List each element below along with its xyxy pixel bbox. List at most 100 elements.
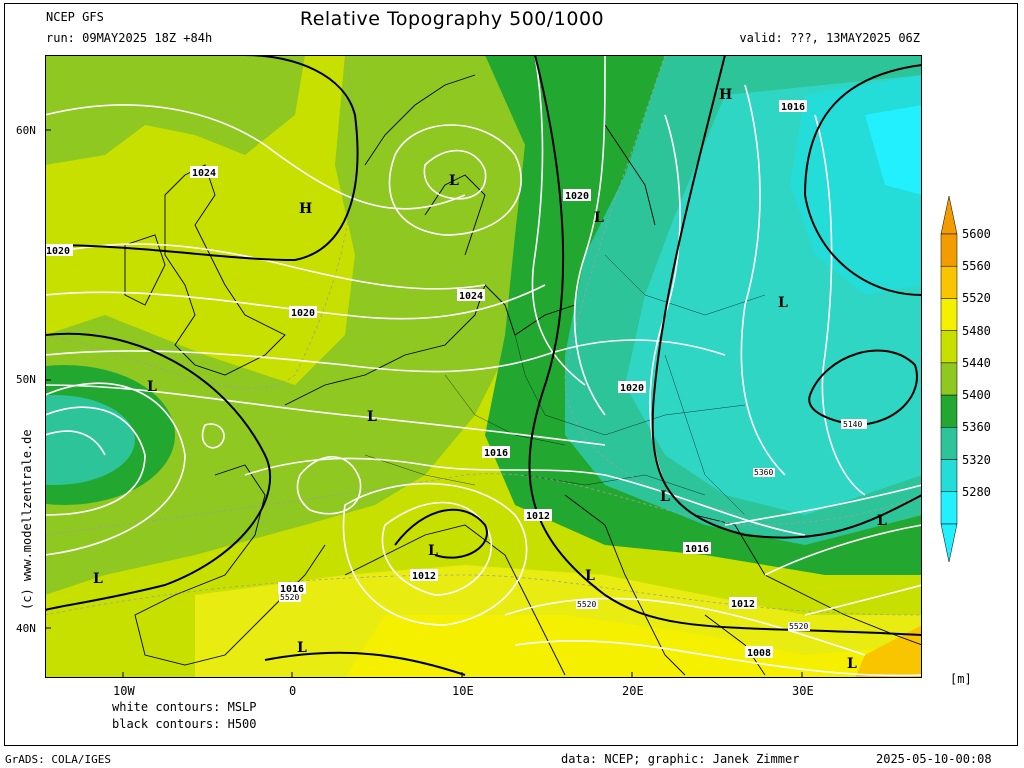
legend-swatch (940, 265, 958, 299)
pressure-label: 1020 (563, 189, 591, 202)
pressure-label: 1008 (745, 646, 773, 659)
pressure-label: 1012 (410, 569, 438, 582)
low-center: L (297, 640, 307, 656)
low-center: L (428, 543, 438, 559)
pressure-label: 1020 (618, 381, 646, 394)
legend-swatch (940, 362, 958, 396)
lon-label-30e: 30E (792, 684, 814, 698)
thickness-label: 5520 (279, 593, 301, 602)
lon-label-10w: 10W (113, 684, 135, 698)
legend-level-label: 5360 (962, 420, 991, 435)
black-contour-note: black contours: H500 (112, 717, 257, 731)
svg-text:1016: 1016 (781, 102, 805, 113)
valid-time: valid: ???, 13MAY2025 06Z (739, 31, 920, 45)
svg-text:1020: 1020 (565, 191, 589, 202)
lat-label-60n: 60N (16, 124, 36, 137)
legend-level-label: 5440 (962, 355, 991, 370)
legend-arrow-bottom (940, 523, 958, 563)
legend-level-label: 5560 (962, 259, 991, 274)
legend-swatch (940, 491, 958, 525)
svg-text:5520: 5520 (280, 593, 299, 602)
svg-text:1012: 1012 (731, 599, 755, 610)
legend-swatch (940, 233, 958, 267)
footer-grads: GrADS: COLA/IGES (5, 753, 111, 766)
pressure-label: 1012 (729, 597, 757, 610)
legend-level-label: 5480 (962, 323, 991, 338)
low-center: L (367, 409, 377, 425)
pressure-label: 1020 (289, 306, 317, 319)
low-center: L (660, 489, 670, 505)
thickness-band-5600 (855, 625, 922, 678)
legend-swatch (940, 427, 958, 460)
pressure-labels: 1024 1020 1020 1024 1020 1020 1016 1012 … (45, 100, 807, 659)
svg-text:1016: 1016 (280, 584, 304, 595)
weather-map: 1024 1020 1020 1024 1020 1020 1016 1012 … (45, 55, 922, 678)
low-center: L (877, 513, 887, 529)
white-contour-note: white contours: MSLP (112, 700, 257, 714)
pressure-label: 1012 (524, 509, 552, 522)
thickness-labels: 5140 5360 5520 5520 5520 (279, 419, 867, 631)
map-title: Relative Topography 500/1000 (299, 8, 605, 30)
thickness-band-5280 (865, 105, 922, 195)
model-name: NCEP GFS (46, 10, 104, 24)
legend-level-label: 5520 (962, 291, 991, 306)
low-center: L (594, 210, 604, 226)
svg-text:5520: 5520 (789, 622, 808, 631)
legend-swatch (940, 394, 958, 428)
svg-text:1024: 1024 (459, 291, 483, 302)
pressure-label: 1016 (683, 542, 711, 555)
svg-text:1008: 1008 (747, 648, 771, 659)
pressure-label: 1016 (779, 100, 807, 113)
svg-text:1012: 1012 (526, 511, 550, 522)
lat-label-50n: 50N (16, 373, 36, 386)
pressure-label: 1016 (482, 446, 510, 459)
low-center: L (449, 173, 459, 189)
legend-swatch (940, 298, 958, 331)
footer-credit: data: NCEP; graphic: Janek Zimmer (561, 752, 800, 766)
low-center: L (778, 295, 788, 311)
high-center: H (719, 87, 732, 103)
lon-label-10e: 10E (452, 684, 474, 698)
thickness-label: 5140 (841, 419, 867, 429)
svg-text:1024: 1024 (192, 168, 216, 179)
pressure-label: 1024 (457, 289, 485, 302)
legend-level-label: 5320 (962, 452, 991, 467)
low-center: L (585, 568, 595, 584)
country-borders (364, 254, 766, 516)
thickness-label: 5360 (753, 468, 775, 477)
legend-arrow-top (940, 196, 958, 235)
legend-level-label: 5280 (962, 484, 991, 499)
svg-text:5360: 5360 (754, 468, 773, 477)
color-legend (940, 196, 958, 563)
pressure-centers: H H L L L L L L L L L L L L (93, 87, 887, 672)
thickness-band-5560 (345, 615, 922, 678)
lon-label-20e: 20E (622, 684, 644, 698)
legend-swatch (940, 330, 958, 364)
axis-ticks (45, 129, 803, 678)
svg-text:1020: 1020 (620, 383, 644, 394)
svg-text:1016: 1016 (685, 544, 709, 555)
high-center: H (299, 201, 312, 217)
thickness-band-5480 (45, 55, 565, 595)
lon-label-0: 0 (289, 684, 297, 698)
svg-text:1020: 1020 (46, 246, 70, 257)
mslp-contours (45, 55, 922, 677)
west-low-core (45, 395, 135, 485)
legend-level-label: 5600 (962, 227, 991, 241)
svg-text:1016: 1016 (484, 448, 508, 459)
svg-text:1020: 1020 (291, 308, 315, 319)
low-center: L (93, 571, 103, 587)
plot-frame (4, 3, 1018, 746)
pressure-label: 1016 (278, 582, 306, 595)
h500-contours (45, 55, 922, 676)
map-border (45, 55, 922, 678)
thickness-label: 5520 (788, 622, 810, 631)
svg-text:5140: 5140 (843, 420, 862, 429)
low-center: L (147, 379, 157, 395)
pressure-label: 1020 (45, 244, 73, 257)
legend-unit: [m] (950, 672, 972, 686)
low-center: L (847, 656, 857, 672)
svg-text:5520: 5520 (577, 600, 596, 609)
lat-label-40n: 40N (16, 622, 36, 635)
pressure-label: 1024 (190, 166, 218, 179)
